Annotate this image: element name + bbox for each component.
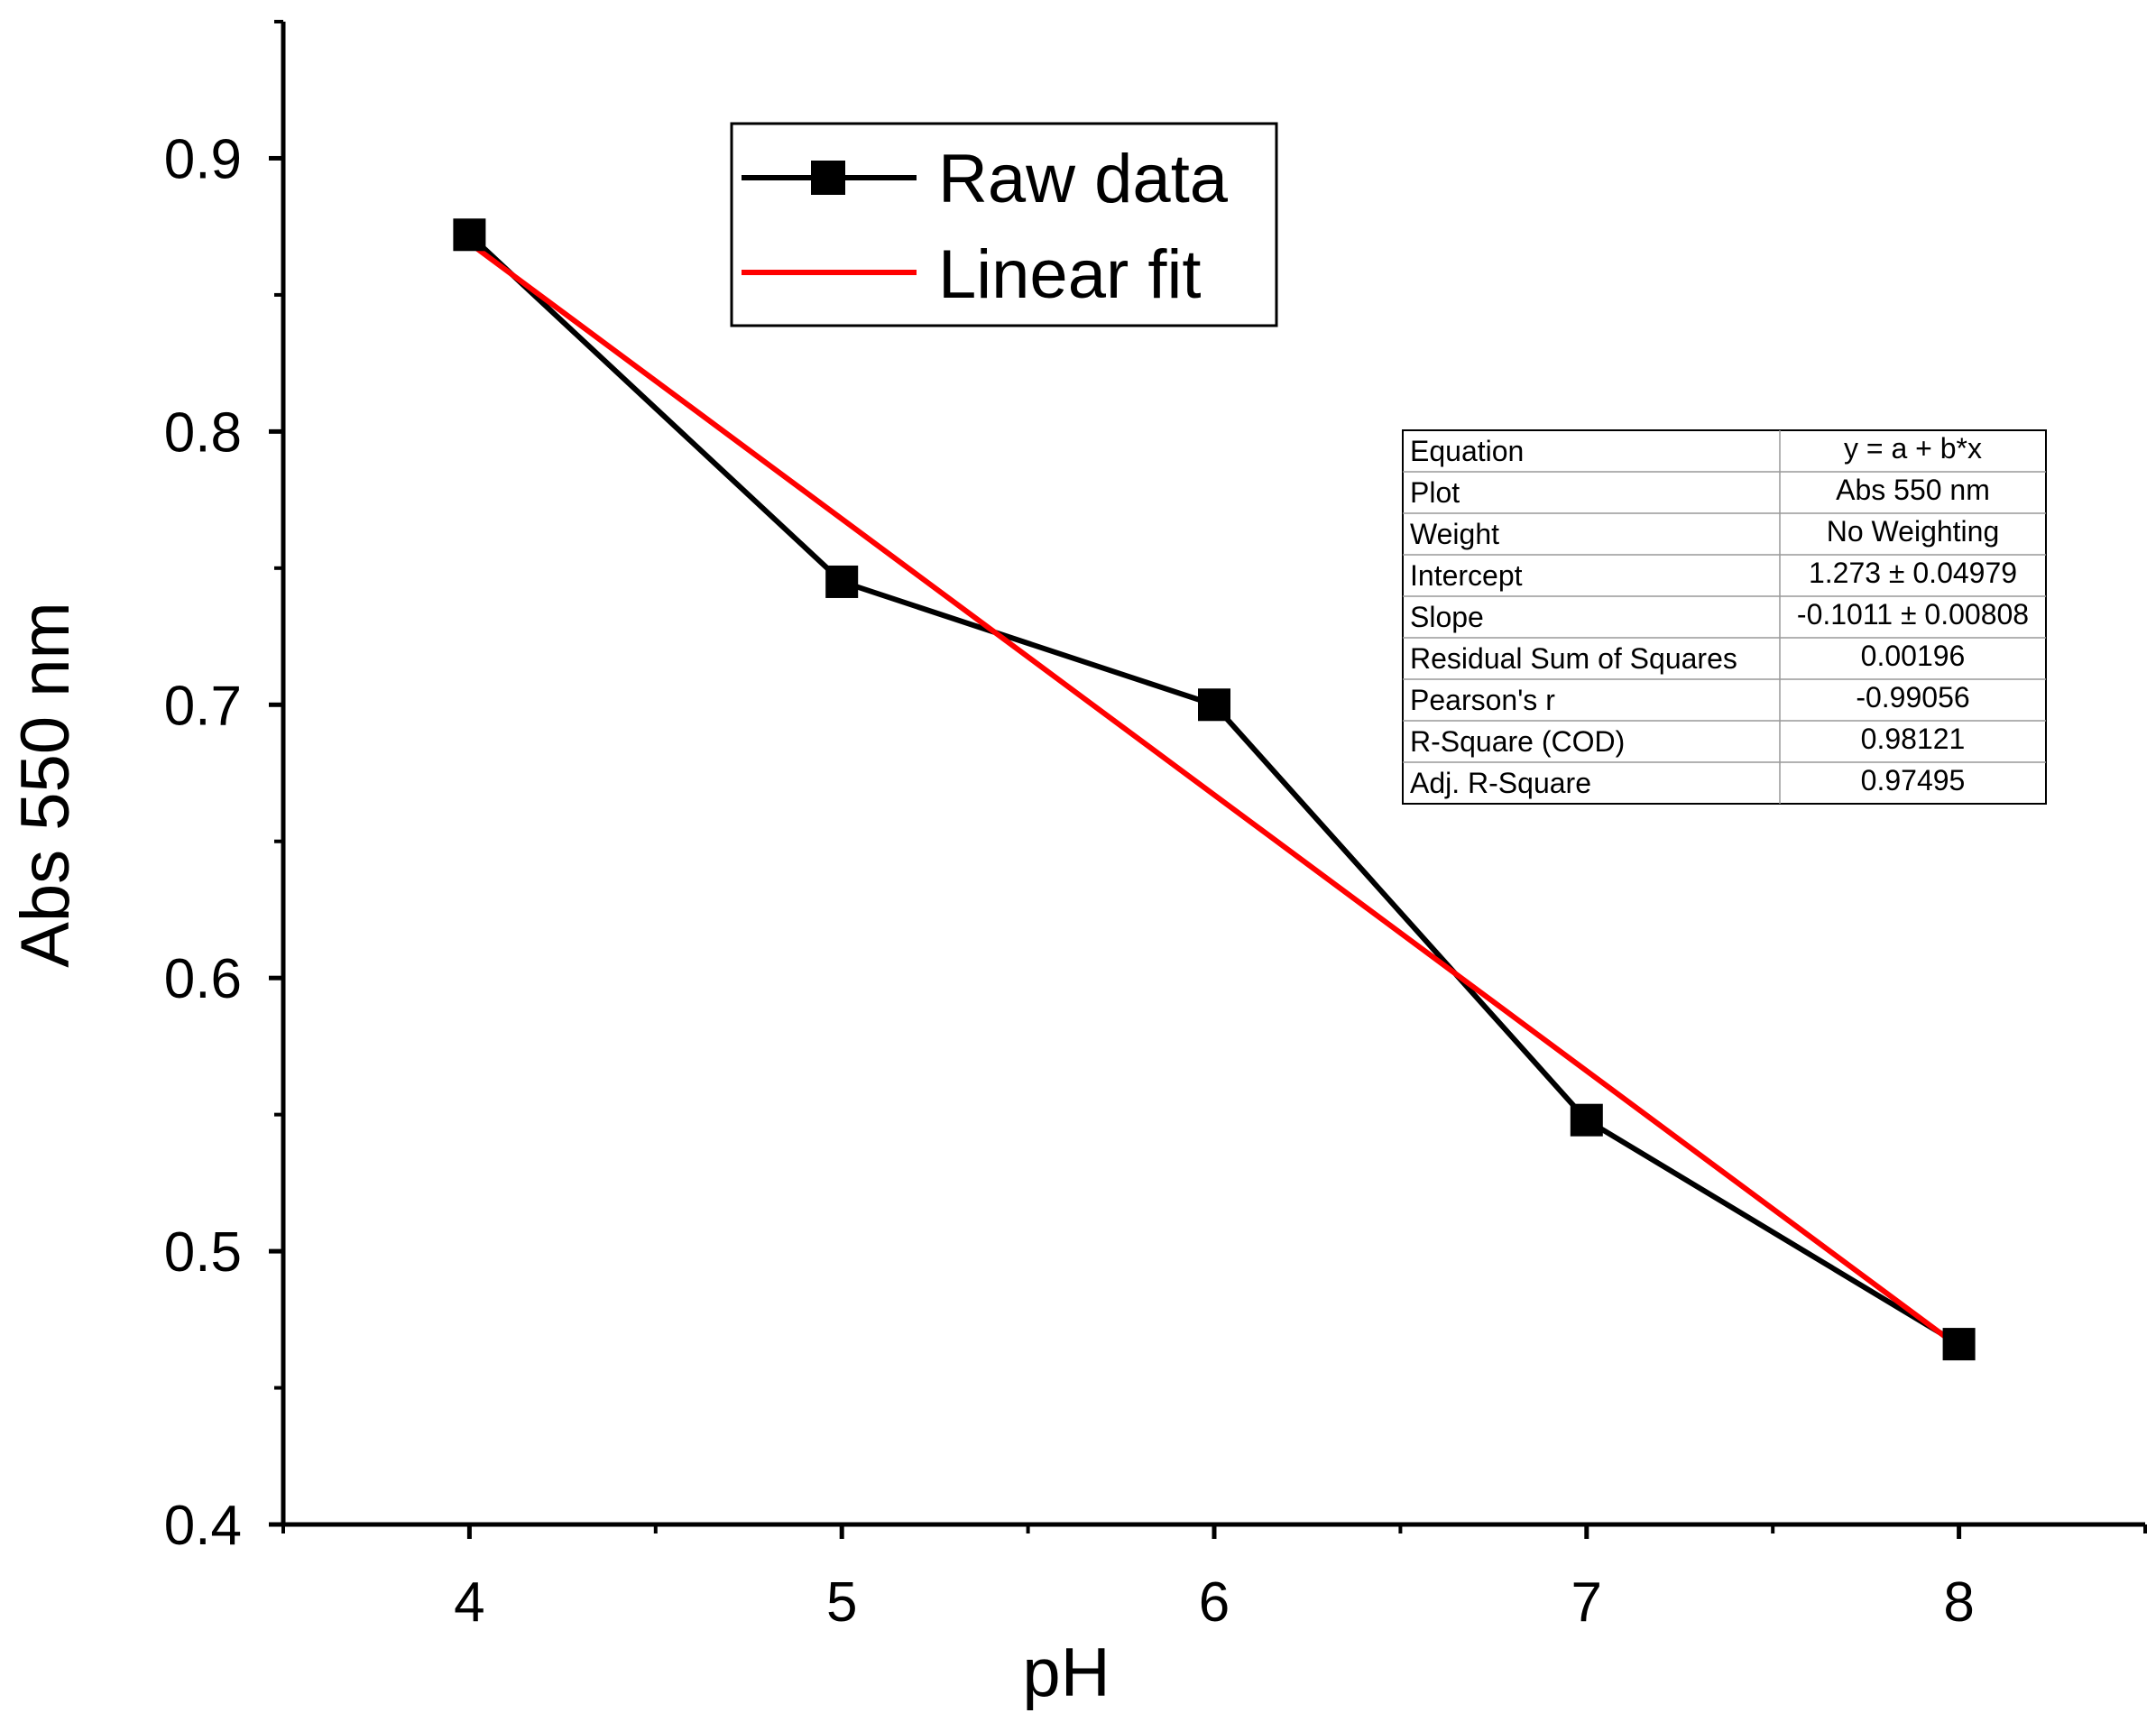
fit-table-value: -0.1011 ± 0.00808 (1797, 598, 2029, 631)
y-tick-label: 0.6 (164, 948, 242, 1010)
fit-table-value: 0.97495 (1861, 764, 1966, 797)
fit-table-border (1402, 429, 2047, 805)
legend-label-linear-fit: Linear fit (938, 236, 1202, 313)
fit-table-value: 1.273 ± 0.04979 (1809, 557, 2017, 589)
fit-table-label: Intercept (1410, 559, 1523, 592)
legend: Raw data Linear fit (730, 122, 1278, 327)
legend-swatch-raw-marker (811, 161, 845, 195)
y-tick-label: 0.9 (164, 128, 242, 190)
y-tick-label: 0.5 (164, 1221, 242, 1284)
x-tick-label: 7 (1571, 1571, 1602, 1634)
tick-labels: 4 5 6 7 8 0.4 0.5 0.6 0.7 0.8 0.9 (164, 128, 1975, 1634)
legend-box (730, 122, 1278, 327)
fit-table-value: Abs 550 nm (1836, 474, 1990, 506)
x-tick-label: 4 (454, 1571, 484, 1634)
fit-table-label: Equation (1410, 435, 1524, 467)
raw-data-point-marker (1942, 1328, 1976, 1361)
fit-table-value: y = a + b*x (1844, 432, 1982, 465)
x-tick-label: 5 (826, 1571, 857, 1634)
legend-label-raw-data: Raw data (938, 141, 1229, 217)
fit-table-label: Slope (1410, 601, 1484, 633)
y-tick-label: 0.7 (164, 675, 242, 737)
series-layer (453, 218, 1976, 1361)
x-tick-label: 6 (1199, 1571, 1230, 1634)
fit-table-value: No Weighting (1827, 515, 2000, 548)
x-tick-label: 8 (1943, 1571, 1974, 1634)
raw-data-point-marker (1570, 1103, 1603, 1137)
ticks (269, 20, 2147, 1539)
fit-table-label: R-Square (COD) (1410, 725, 1625, 758)
fit-table-value: -0.99056 (1856, 681, 1969, 714)
fit-table-label: Pearson's r (1410, 684, 1555, 716)
fit-table-value: 0.00196 (1861, 640, 1966, 672)
fit-table-label: Residual Sum of Squares (1410, 642, 1737, 675)
fit-table-label: Adj. R-Square (1410, 767, 1591, 799)
fit-statistics-table: Equation y = a + b*x Plot Abs 550 nm Weight N… (1402, 429, 2047, 805)
x-axis-title: pH (1022, 1635, 1110, 1711)
raw-data-point-marker (825, 565, 859, 598)
y-tick-label: 0.8 (164, 401, 242, 464)
fit-table-label: Plot (1410, 476, 1460, 509)
raw-data-point-marker (453, 218, 486, 252)
fit-table-value: 0.98121 (1861, 723, 1966, 755)
raw-data-point-marker (1198, 688, 1230, 722)
fit-table-label: Weight (1410, 518, 1499, 550)
series-linear-fit-line (467, 240, 1961, 1349)
y-tick-label: 0.4 (164, 1495, 242, 1557)
y-axis-title: Abs 550 nm (7, 602, 84, 968)
